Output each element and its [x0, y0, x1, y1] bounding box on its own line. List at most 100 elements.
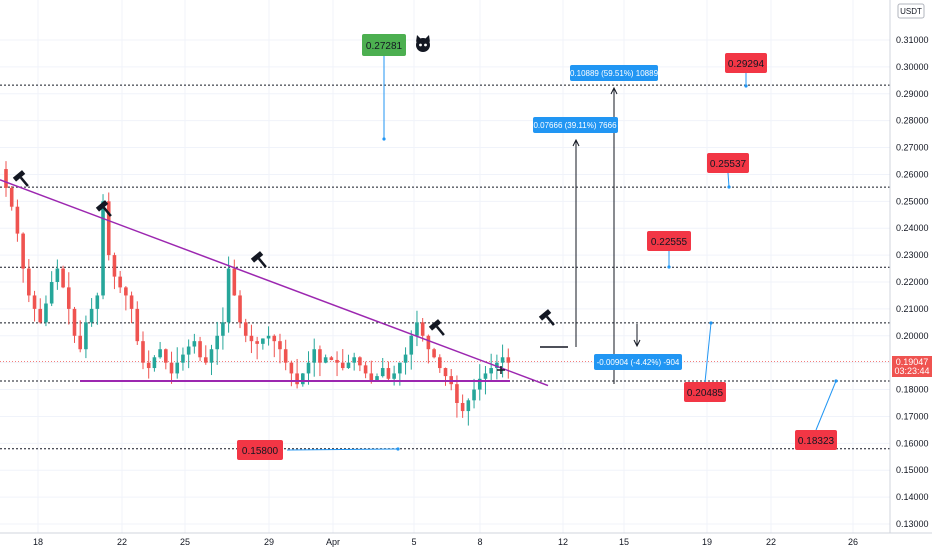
candle-body	[386, 368, 391, 379]
candle-body	[443, 368, 448, 377]
red-price-label-4[interactable]	[684, 382, 726, 402]
candle-body	[255, 341, 259, 344]
price-tick-label: 0.31000	[896, 35, 929, 45]
green-price-label-text: 0.27281	[366, 41, 403, 52]
candle-body	[181, 354, 185, 363]
candle-body	[272, 335, 277, 342]
candle-body	[49, 282, 54, 304]
price-tick-label: 0.16000	[896, 438, 929, 448]
candle-body	[164, 349, 168, 363]
candle-body	[221, 322, 225, 336]
candle-body	[477, 378, 482, 390]
candle-body	[369, 373, 374, 382]
leader-dot	[834, 379, 838, 383]
leader-dot	[744, 84, 748, 88]
candle-body	[398, 362, 402, 374]
candle-body	[106, 201, 111, 256]
horizontal-levels	[0, 84, 890, 450]
candle-body	[352, 357, 356, 363]
price-tick-label: 0.24000	[896, 223, 929, 233]
red-price-label-1[interactable]	[725, 53, 767, 73]
candle-body	[466, 400, 471, 412]
red-price-label-6[interactable]	[237, 440, 283, 460]
measure-label-1[interactable]	[570, 65, 658, 81]
candle-body	[495, 362, 499, 369]
candle-body	[129, 295, 134, 309]
price-tick-label: 0.20000	[896, 331, 929, 341]
hammer-icon	[538, 309, 555, 326]
candle-body	[243, 322, 248, 336]
candle-body	[4, 169, 8, 188]
candle-body	[472, 389, 476, 401]
candle-body	[44, 303, 48, 323]
candle-body	[489, 368, 493, 374]
candle-body	[192, 341, 197, 347]
candle-body	[437, 357, 442, 369]
price-tick-label: 0.29000	[896, 89, 929, 99]
hammer-icon	[250, 251, 267, 268]
time-tick-label: 8	[477, 537, 482, 547]
candle-body	[483, 373, 488, 379]
candle-body	[306, 362, 311, 374]
current-price-tag	[892, 356, 932, 377]
trendlines	[0, 179, 549, 387]
leader-dot	[667, 265, 671, 269]
red-price-label-3[interactable]	[647, 231, 691, 251]
measure-label-2[interactable]	[533, 117, 618, 133]
candle-body	[38, 308, 43, 323]
candle-body	[455, 384, 459, 403]
hammer-icon	[428, 319, 445, 336]
candle-body	[346, 362, 351, 369]
candle-body	[27, 268, 31, 296]
time-tick-label: 19	[702, 537, 712, 547]
candle-body	[295, 373, 299, 385]
candle-body	[323, 357, 328, 363]
measure-arrow-head	[610, 86, 618, 95]
candle-body	[318, 349, 322, 363]
price-tick-label: 0.18000	[896, 385, 929, 395]
candle-body	[55, 268, 60, 282]
measure-label-3[interactable]	[594, 354, 682, 370]
candle-body	[203, 357, 208, 363]
candle-body	[500, 357, 505, 363]
cat-icon	[416, 35, 430, 52]
candle-body	[209, 349, 214, 363]
candle-body	[375, 376, 379, 382]
price-axis[interactable]	[890, 0, 932, 533]
green-price-label[interactable]	[362, 34, 406, 56]
measure-arrow-head	[572, 138, 580, 147]
red-price-label-5[interactable]	[795, 430, 837, 450]
measure-arrow-head	[633, 339, 641, 348]
candle-body	[380, 368, 385, 377]
candle-body	[66, 287, 71, 309]
candle-body	[146, 362, 151, 369]
candle-body	[432, 349, 436, 358]
price-tick-label: 0.23000	[896, 250, 929, 260]
candle-body	[15, 206, 20, 234]
time-tick-label: 18	[33, 537, 43, 547]
candle-body	[409, 335, 414, 355]
time-tick-label: 5	[411, 537, 416, 547]
candle-body	[186, 346, 191, 355]
currency-box[interactable]	[897, 3, 925, 19]
leader-line	[704, 322, 712, 383]
red-price-label-2-text: 0.25537	[710, 159, 747, 170]
leader-dot	[727, 185, 731, 189]
annotations	[12, 56, 838, 451]
candle-body	[335, 359, 339, 363]
red-price-label-6-text: 0.15800	[242, 446, 279, 457]
leader-line	[815, 380, 837, 431]
candle-body	[420, 322, 425, 336]
red-price-label-5-text: 0.18323	[798, 436, 835, 447]
measure-label-2-text: 0.07666 (39.11%) 7666	[533, 121, 617, 130]
candle-body	[232, 268, 237, 296]
price-tick-label: 0.14000	[896, 492, 929, 502]
red-price-label-2[interactable]	[707, 153, 749, 173]
candle-body	[101, 201, 105, 296]
candle-body	[21, 233, 25, 269]
leader-dot	[382, 137, 386, 141]
price-tick-label: 0.25000	[896, 196, 929, 206]
candle-body	[89, 308, 94, 323]
